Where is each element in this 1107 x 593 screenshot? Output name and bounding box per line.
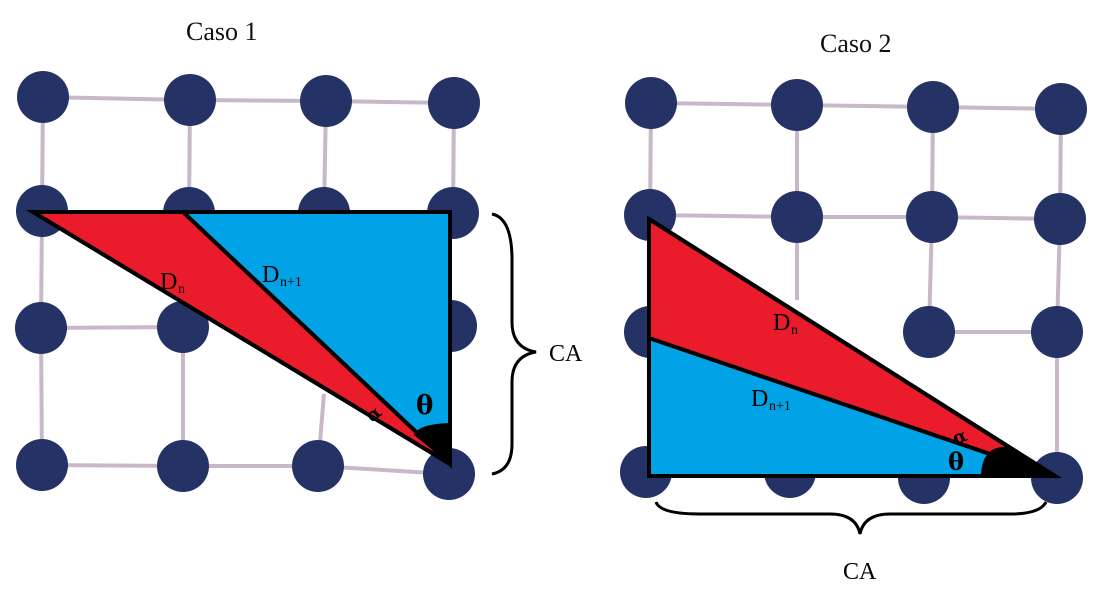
lattice-node: [907, 81, 959, 133]
case-1-theta-label: θ: [416, 391, 433, 421]
case-2-theta-label: θ: [948, 447, 964, 476]
lattice-node: [15, 302, 67, 354]
lattice-node: [17, 71, 69, 123]
lattice-node: [625, 77, 677, 129]
lattice-node: [1034, 193, 1086, 245]
case-2-lattice-nodes: [620, 77, 1087, 504]
case-1-title: Caso 1: [186, 17, 258, 46]
case-1-dn-label: D: [160, 269, 177, 295]
lattice-node: [771, 79, 823, 131]
lattice-node: [157, 440, 209, 492]
case-2-angle-wedge: [981, 446, 1055, 476]
lattice-node: [16, 439, 68, 491]
case-2-dn-label: D: [773, 310, 790, 336]
lattice-node: [157, 301, 209, 353]
lattice-node: [428, 77, 480, 129]
case-1-panel: Caso 1: [15, 17, 583, 500]
case-2-dn1-subscript: n+1: [769, 399, 791, 414]
case-2-ca-label: CA: [843, 559, 877, 585]
case-2-title: Caso 2: [820, 29, 892, 58]
case-1-dn-subscript: n: [178, 282, 185, 297]
lattice-node: [906, 191, 958, 243]
case-1-triangle-outline: [31, 210, 452, 468]
lattice-node: [423, 448, 475, 500]
lattice-node: [771, 191, 823, 243]
lattice-node: [903, 306, 955, 358]
case-1-angle-wedge: [414, 423, 450, 464]
case-2-dn-subscript: n: [791, 323, 798, 338]
lattice-node: [164, 74, 216, 126]
case-2-dn1-label: D: [751, 386, 768, 412]
lattice-node: [1031, 306, 1083, 358]
case-1-dn1-subscript: n+1: [280, 275, 302, 290]
case-2-panel: Caso 2: [620, 29, 1087, 585]
lattice-node: [1035, 83, 1087, 135]
lattice-node: [292, 440, 344, 492]
case-1-ca-label: CA: [549, 341, 583, 367]
case-2-ca-brace: [654, 501, 1048, 535]
case-2-triangle-outline: [647, 217, 1062, 478]
case-1-dn1-label: D: [262, 262, 279, 288]
lattice-node: [300, 75, 352, 127]
case-1-ca-brace: [491, 212, 537, 476]
